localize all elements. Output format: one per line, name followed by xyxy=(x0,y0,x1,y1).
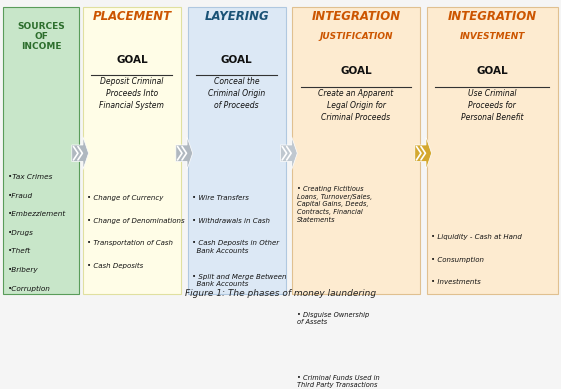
Text: LAYERING: LAYERING xyxy=(204,10,269,23)
Text: • Cash Deposits: • Cash Deposits xyxy=(88,263,144,268)
FancyBboxPatch shape xyxy=(292,7,420,294)
Text: GOAL: GOAL xyxy=(221,54,252,65)
FancyBboxPatch shape xyxy=(3,7,79,294)
Text: GOAL: GOAL xyxy=(476,67,508,77)
Text: •Corruption: •Corruption xyxy=(8,286,51,291)
Text: • Cash Deposits in Other
  Bank Accounts: • Cash Deposits in Other Bank Accounts xyxy=(192,240,279,254)
Text: Conceal the
Criminal Origin
of Proceeds: Conceal the Criminal Origin of Proceeds xyxy=(208,77,265,110)
Polygon shape xyxy=(415,137,431,170)
Text: • Investments: • Investments xyxy=(431,279,481,285)
Text: Deposit Criminal
Proceeds Into
Financial System: Deposit Criminal Proceeds Into Financial… xyxy=(99,77,164,110)
Text: • Creating Fictitious
Loans, Turnover/Sales,
Capital Gains, Deeds,
Contracts, Fi: • Creating Fictitious Loans, Turnover/Sa… xyxy=(297,186,372,223)
Text: GOAL: GOAL xyxy=(340,67,372,77)
Text: • Change of Currency: • Change of Currency xyxy=(88,195,164,201)
Text: • Criminal Funds Used in
Third Party Transactions: • Criminal Funds Used in Third Party Tra… xyxy=(297,375,379,388)
Text: JUSTIFICATION: JUSTIFICATION xyxy=(319,32,393,41)
Text: GOAL: GOAL xyxy=(116,54,148,65)
Text: •Tax Crimes: •Tax Crimes xyxy=(8,174,52,180)
FancyBboxPatch shape xyxy=(426,7,558,294)
Text: Use Criminal
Proceeds for
Personal Benefit: Use Criminal Proceeds for Personal Benef… xyxy=(461,89,523,122)
Text: PLACEMENT: PLACEMENT xyxy=(93,10,172,23)
Text: Create an Apparent
Legal Origin for
Criminal Proceeds: Create an Apparent Legal Origin for Crim… xyxy=(319,89,394,122)
Text: • Wire Transfers: • Wire Transfers xyxy=(192,195,249,201)
Text: • Consumption: • Consumption xyxy=(431,256,484,263)
Polygon shape xyxy=(280,137,297,170)
Text: •Theft: •Theft xyxy=(8,248,31,254)
Text: INTEGRATION: INTEGRATION xyxy=(448,10,536,23)
Text: •Drugs: •Drugs xyxy=(8,230,34,236)
Text: INTEGRATION: INTEGRATION xyxy=(311,10,401,23)
Text: Figure 1: The phases of money laundering: Figure 1: The phases of money laundering xyxy=(185,289,376,298)
FancyBboxPatch shape xyxy=(187,7,286,294)
Text: SOURCES
OF
INCOME: SOURCES OF INCOME xyxy=(17,22,65,51)
Text: • Liquidity - Cash at Hand: • Liquidity - Cash at Hand xyxy=(431,234,522,240)
Text: •Fraud: •Fraud xyxy=(8,193,33,199)
Text: • Transportation of Cash: • Transportation of Cash xyxy=(88,240,173,246)
Text: • Disguise Ownership
of Assets: • Disguise Ownership of Assets xyxy=(297,312,369,325)
Text: • Change of Denominations: • Change of Denominations xyxy=(88,217,185,224)
Polygon shape xyxy=(72,137,89,170)
Text: INVESTMENT: INVESTMENT xyxy=(459,32,525,41)
Text: •Bribery: •Bribery xyxy=(8,267,39,273)
Text: •Embezzlement: •Embezzlement xyxy=(8,211,66,217)
Text: • Withdrawals in Cash: • Withdrawals in Cash xyxy=(192,217,270,224)
Text: • Split and Merge Between
  Bank Accounts: • Split and Merge Between Bank Accounts xyxy=(192,273,287,287)
FancyBboxPatch shape xyxy=(83,7,181,294)
Polygon shape xyxy=(176,137,192,170)
